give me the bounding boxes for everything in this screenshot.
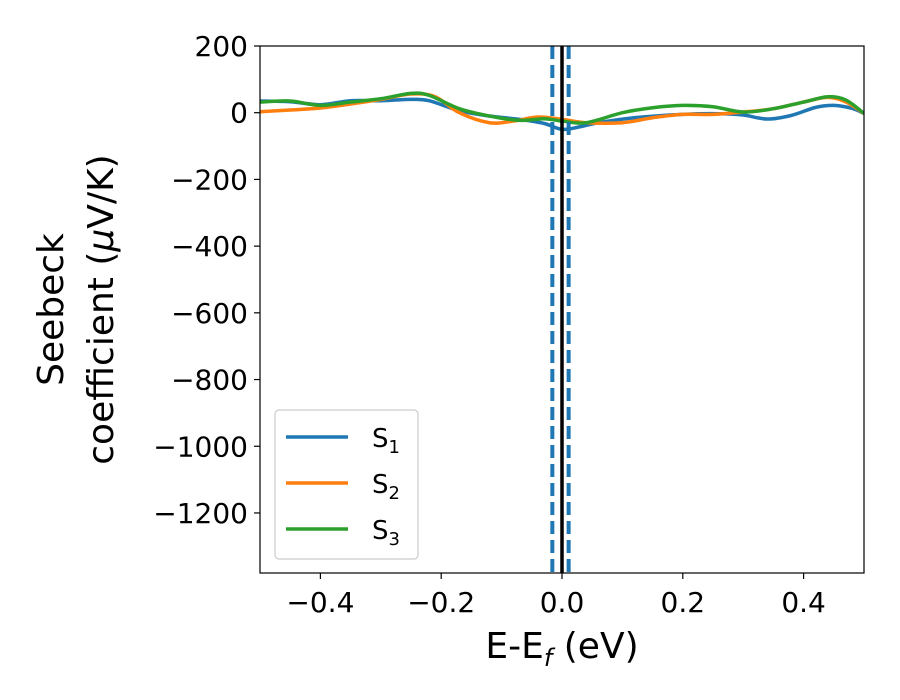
y-tick-label: −800 bbox=[171, 364, 248, 397]
axes: 200 0 −200 −400 −600 −800 −1000 −1200 −0.4 −0.2 0.… bbox=[31, 30, 865, 672]
legend-label-s3: S3 bbox=[372, 516, 400, 550]
y-axis-title-line1: Seebeck bbox=[31, 233, 72, 386]
x-tick-label: 0.2 bbox=[661, 586, 706, 619]
x-tick-label: −0.2 bbox=[407, 586, 475, 619]
y-tick-label: −200 bbox=[171, 163, 248, 196]
legend-label-s1: S1 bbox=[372, 424, 400, 458]
y-tick-label: 200 bbox=[195, 30, 248, 63]
legend: S1 S2 S3 bbox=[274, 409, 419, 560]
x-tick-label: −0.4 bbox=[286, 586, 354, 619]
x-tick-label: 0.4 bbox=[781, 586, 826, 619]
y-tick-label: −600 bbox=[171, 297, 248, 330]
plot-area bbox=[260, 46, 864, 573]
x-axis-title: E-Ef (eV) bbox=[485, 626, 638, 672]
y-axis-title-line2: coefficient (μV/K) bbox=[81, 154, 122, 464]
y-tick-label: −1200 bbox=[153, 497, 248, 530]
plot-inner bbox=[260, 46, 864, 573]
y-tick-label: −400 bbox=[171, 230, 248, 263]
x-tick-label: 0.0 bbox=[540, 586, 585, 619]
y-tick-label: 0 bbox=[230, 97, 248, 130]
legend-label-s2: S2 bbox=[372, 470, 400, 504]
y-tick-label: −1000 bbox=[153, 430, 248, 463]
